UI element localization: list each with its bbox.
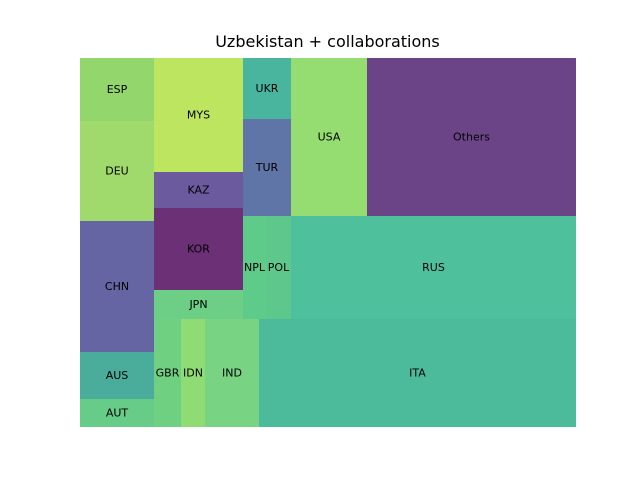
treemap-label-ukr: UKR bbox=[256, 82, 279, 95]
treemap-label-tur: TUR bbox=[255, 161, 279, 174]
treemap-label-kor: KOR bbox=[187, 243, 210, 256]
treemap-cell-aut bbox=[80, 399, 154, 427]
treemap-label-deu: DEU bbox=[105, 165, 128, 178]
treemap-label-jpn: JPN bbox=[188, 298, 207, 311]
chart-title: Uzbekistan + collaborations bbox=[215, 32, 440, 51]
treemap-cell-ind bbox=[205, 319, 259, 427]
treemap-label-ita: ITA bbox=[409, 367, 426, 380]
treemap-label-pol: POL bbox=[268, 261, 290, 274]
treemap-cell-idn bbox=[181, 319, 205, 427]
treemap-label-others: Others bbox=[453, 131, 490, 144]
treemap-label-kaz: KAZ bbox=[187, 184, 210, 197]
treemap-cell-others bbox=[367, 58, 576, 216]
treemap-cell-rus bbox=[291, 216, 576, 319]
treemap-cell-esp bbox=[80, 58, 154, 121]
treemap-cell-kaz bbox=[154, 172, 243, 208]
treemap-label-npl: NPL bbox=[244, 261, 266, 274]
treemap-label-rus: RUS bbox=[422, 261, 445, 274]
treemap-cell-deu bbox=[80, 121, 154, 221]
treemap-label-aut: AUT bbox=[106, 407, 129, 420]
treemap-cell-chn bbox=[80, 221, 154, 352]
treemap-label-ind: IND bbox=[222, 367, 242, 380]
treemap-cell-usa bbox=[291, 58, 367, 216]
treemap-cell-aus bbox=[80, 352, 154, 399]
treemap-cell-npl bbox=[243, 216, 266, 319]
treemap-label-usa: USA bbox=[318, 131, 341, 144]
treemap-cell-pol bbox=[266, 216, 291, 319]
treemap-cell-tur bbox=[243, 119, 291, 216]
treemap-cell-mys bbox=[154, 58, 243, 172]
treemap-cell-kor bbox=[154, 208, 243, 290]
treemap-label-mys: MYS bbox=[187, 109, 210, 122]
treemap-cell-jpn bbox=[154, 290, 243, 319]
treemap-label-idn: IDN bbox=[183, 367, 203, 380]
treemap-label-esp: ESP bbox=[107, 83, 128, 96]
treemap-cell-gbr bbox=[154, 319, 181, 427]
treemap-cell-ita bbox=[259, 319, 576, 427]
treemap-label-gbr: GBR bbox=[156, 367, 180, 380]
treemap-cell-ukr bbox=[243, 58, 291, 119]
treemap-label-chn: CHN bbox=[105, 280, 129, 293]
treemap-label-aus: AUS bbox=[106, 369, 129, 382]
